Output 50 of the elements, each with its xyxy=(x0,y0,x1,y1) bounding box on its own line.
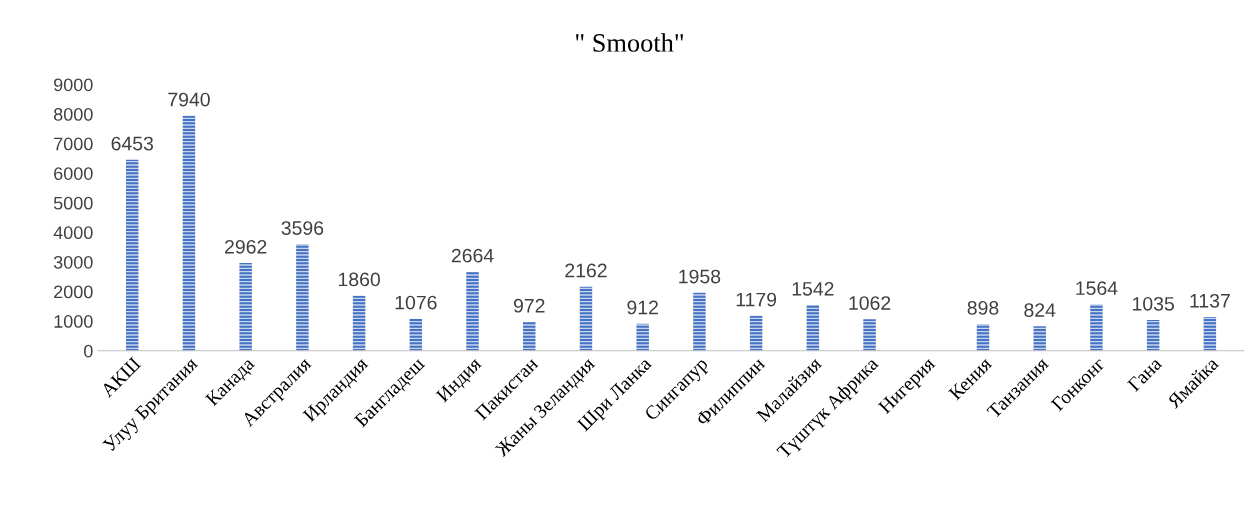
bar xyxy=(466,271,479,351)
bar xyxy=(1146,320,1160,351)
data-label: 1542 xyxy=(792,281,834,296)
bar xyxy=(523,321,536,351)
y-tick-label: 7000 xyxy=(54,137,93,151)
y-tick-label: 1000 xyxy=(54,315,93,328)
data-label: 1062 xyxy=(849,296,891,310)
data-label: 2162 xyxy=(565,263,607,278)
bar xyxy=(579,286,593,351)
bar xyxy=(409,318,423,351)
x-tick-label: Гана xyxy=(1126,356,1163,393)
bar xyxy=(1203,317,1217,351)
bar xyxy=(352,295,366,351)
bar xyxy=(636,323,649,351)
data-label: 1137 xyxy=(1190,293,1230,308)
bar xyxy=(296,244,309,351)
bar xyxy=(863,319,876,351)
y-tick-label: 9000 xyxy=(54,78,93,92)
data-label: 3596 xyxy=(281,221,324,235)
bar xyxy=(1033,326,1046,351)
bar xyxy=(976,324,990,351)
bar xyxy=(749,315,763,351)
data-label: 2664 xyxy=(451,248,494,263)
data-label: 7940 xyxy=(168,92,210,107)
y-tick-label: 3000 xyxy=(53,255,93,269)
data-label: 1958 xyxy=(679,269,721,284)
data-label: 2962 xyxy=(225,239,267,254)
data-label: 824 xyxy=(1024,303,1056,317)
data-label: 1564 xyxy=(1076,281,1118,296)
data-label: 972 xyxy=(513,298,545,313)
y-tick-label: 4000 xyxy=(53,226,93,240)
chart-title: " Smooth" xyxy=(576,33,683,52)
y-tick-label: 8000 xyxy=(53,108,93,121)
data-label: 898 xyxy=(967,300,999,315)
y-tick-label: 0 xyxy=(84,344,93,358)
data-label: 1076 xyxy=(395,295,437,310)
bar xyxy=(1090,304,1103,351)
data-label: 912 xyxy=(627,300,658,315)
bar xyxy=(182,115,196,351)
data-label: 1035 xyxy=(1133,296,1174,311)
y-tick-label: 6000 xyxy=(54,167,93,180)
data-label: 6453 xyxy=(111,136,154,151)
data-label: 1860 xyxy=(338,272,380,287)
y-tick-label: 2000 xyxy=(54,285,93,299)
data-label: 1179 xyxy=(736,292,777,307)
y-tick-label: 5000 xyxy=(53,196,93,210)
bar xyxy=(806,305,820,351)
bar xyxy=(125,159,139,351)
bar xyxy=(693,292,706,351)
bar xyxy=(239,263,252,351)
